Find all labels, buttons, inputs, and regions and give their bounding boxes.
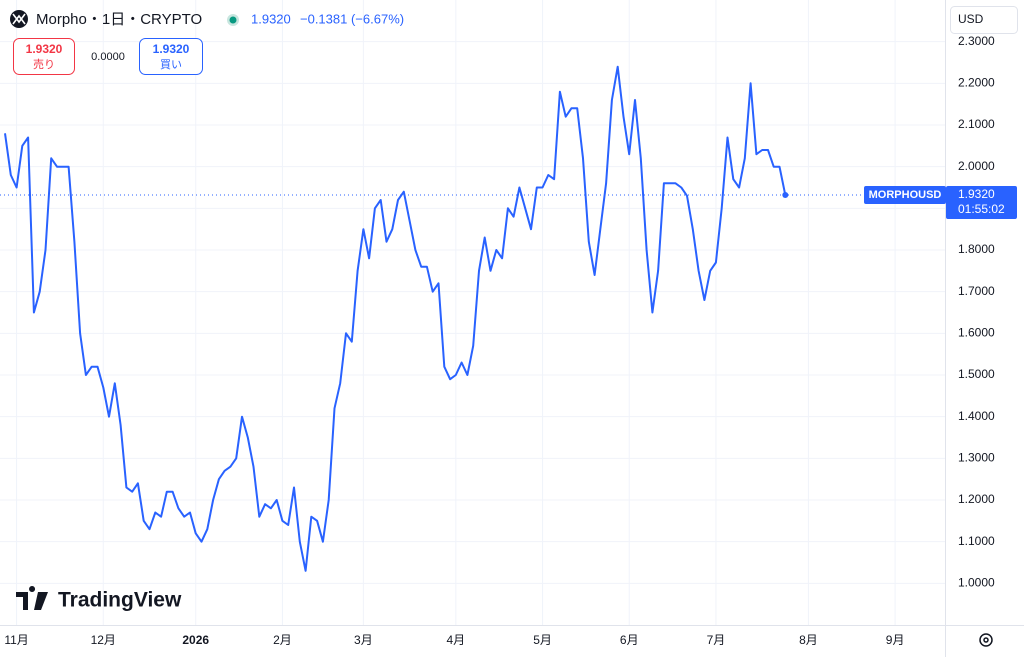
buy-price: 1.9320	[153, 42, 190, 56]
y-tick-label: 2.3000	[958, 34, 995, 48]
symbol-icon	[10, 10, 28, 28]
price-tag	[946, 186, 1017, 219]
buy-label: 買い	[160, 58, 182, 71]
x-tick-label: 9月	[886, 633, 905, 647]
y-tick-label: 1.7000	[958, 284, 995, 298]
price-tag	[864, 186, 946, 204]
sell-price: 1.9320	[26, 42, 63, 56]
x-tick-label: 7月	[707, 633, 726, 647]
symbol-title: Morpho・1日・CRYPTO	[36, 11, 202, 28]
sell-button[interactable]	[13, 38, 75, 75]
settings-icon[interactable]	[979, 633, 993, 647]
x-tick-label: 12月	[91, 633, 116, 647]
header-price: 1.9320	[251, 11, 291, 26]
plot	[0, 65, 945, 572]
y-tick-label: 1.2000	[958, 492, 995, 506]
price-tag-price: 1.9320	[958, 187, 995, 201]
y-tick-label: 1.1000	[958, 534, 995, 548]
symbol-icon	[12, 13, 26, 25]
x-tick-label: 5月	[533, 633, 552, 647]
sell-label: 売り	[33, 58, 55, 71]
y-tick-label: 1.8000	[958, 242, 995, 256]
x-tick-label: 3月	[354, 633, 373, 647]
y-tick-label: 1.3000	[958, 451, 995, 465]
buy-button[interactable]	[139, 38, 203, 75]
currency: USD	[958, 12, 984, 26]
x-tick-label: 8月	[799, 633, 818, 647]
grid	[0, 0, 945, 625]
x-tick-label: 2月	[273, 633, 292, 647]
currency-button[interactable]	[950, 6, 1018, 34]
price-tag-countdown: 01:55:02	[958, 202, 1005, 216]
x-tick-label: 6月	[620, 633, 639, 647]
x-tick-label: 2026	[182, 633, 209, 647]
logo: TradingView	[58, 589, 182, 612]
x-tick-label: 4月	[446, 633, 465, 647]
header-change: −0.1381 (−6.67%)	[300, 11, 404, 26]
y-tick-label: 2.0000	[958, 159, 995, 173]
y-tick-label: 2.2000	[958, 76, 995, 90]
y-tick-label: 1.5000	[958, 367, 995, 381]
y-tick-label: 1.4000	[958, 409, 995, 423]
status-dot	[229, 16, 237, 24]
settings-icon	[983, 637, 989, 643]
spread: 0.0000	[91, 51, 125, 63]
last-price-dot	[782, 192, 789, 198]
price-tag-symbol: MORPHOUSD	[869, 189, 942, 201]
y-tick-label: 1.0000	[958, 576, 995, 590]
y-tick-label: 2.1000	[958, 117, 995, 131]
y-tick-label: 1.6000	[958, 326, 995, 340]
price-line	[4, 65, 787, 572]
logo-icon	[16, 586, 48, 610]
x-tick-label: 11月	[4, 633, 28, 647]
